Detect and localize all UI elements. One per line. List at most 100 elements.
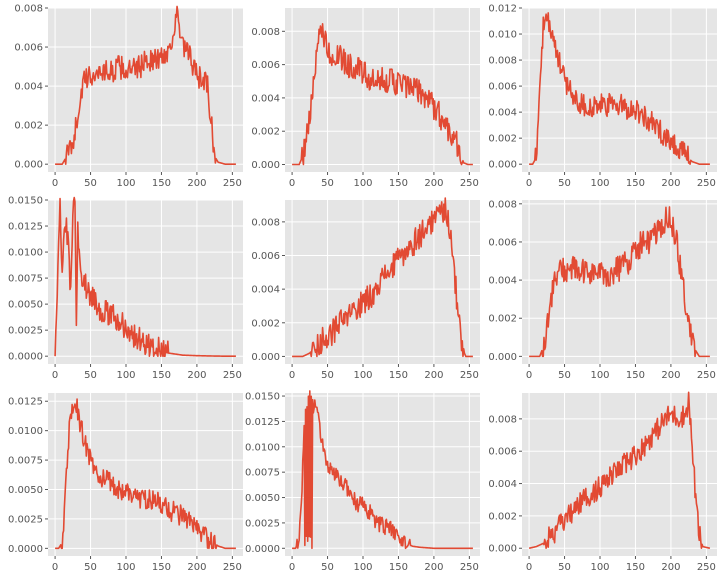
x-tick-label: 100 [590, 178, 609, 189]
x-tick-label: 200 [661, 370, 680, 381]
y-tick-label: 0.004 [488, 108, 517, 119]
y-tick-label: 0.0050 [8, 485, 43, 496]
y-tick-label: 0.0075 [8, 274, 43, 285]
y-tick-label: 0.0050 [245, 493, 280, 504]
x-tick-label: 50 [321, 370, 334, 381]
y-tick-label: 0.0125 [8, 397, 43, 408]
x-tick-label: 250 [460, 562, 479, 573]
x-tick-label: 0 [289, 370, 295, 381]
y-tick-label: 0.0125 [245, 417, 280, 428]
plot-background [285, 8, 480, 172]
y-tick-label: 0.008 [488, 56, 517, 67]
y-tick-label: 0.004 [488, 479, 517, 490]
series-line [55, 398, 236, 550]
y-tick-label: 0.0000 [8, 544, 43, 555]
x-tick-label: 0 [289, 562, 295, 573]
x-tick-label: 50 [558, 562, 571, 573]
y-tick-label: 0.0025 [8, 514, 43, 525]
x-tick-label: 200 [661, 178, 680, 189]
x-tick-label: 0 [289, 178, 295, 189]
series-line [528, 391, 711, 550]
y-tick-label: 0.006 [251, 60, 280, 71]
y-tick-label: 0.0075 [8, 456, 43, 467]
x-tick-label: 150 [152, 562, 171, 573]
x-tick-label: 100 [116, 370, 135, 381]
subplot-1: 0 50 100 150 200 250 0.000 0.002 0.004 0.006 0.008 [14, 4, 243, 189]
x-tick-label: 0 [526, 370, 532, 381]
x-tick-label: 50 [558, 178, 571, 189]
y-tick-label: 0.008 [251, 217, 280, 228]
y-tick-label: 0.0100 [8, 248, 43, 259]
y-tick-label: 0.000 [251, 160, 280, 171]
y-tick-label: 0.0125 [8, 222, 43, 233]
series-line [292, 197, 473, 358]
x-tick-label: 50 [84, 370, 97, 381]
series-line [529, 12, 710, 165]
y-tick-label: 0.0075 [245, 468, 280, 479]
y-tick-label: 0.006 [488, 447, 517, 458]
y-tick-label: 0.006 [251, 251, 280, 262]
y-tick-label: 0.006 [488, 82, 517, 93]
x-tick-label: 50 [84, 562, 97, 573]
x-tick-label: 200 [661, 562, 680, 573]
series-line [54, 196, 236, 357]
plot-background [285, 393, 480, 556]
x-tick-label: 250 [460, 370, 479, 381]
y-tick-label: 0.010 [488, 30, 517, 41]
subplot-5: 0 50 100 150 200 250 0.000 0.002 0.004 0.006 0.008 [251, 197, 480, 381]
x-tick-label: 250 [697, 370, 716, 381]
x-tick-label: 50 [321, 562, 334, 573]
x-tick-label: 50 [84, 178, 97, 189]
x-tick-label: 200 [424, 562, 443, 573]
y-tick-label: 0.002 [488, 134, 517, 145]
y-tick-label: 0.002 [251, 127, 280, 138]
y-tick-label: 0.004 [14, 82, 43, 93]
x-tick-label: 150 [389, 178, 408, 189]
y-tick-label: 0.0000 [8, 352, 43, 363]
subplot-4: 0 50 100 150 200 250 0.0000 0.0025 0.0050 0.0075 0… [8, 196, 243, 381]
x-tick-label: 250 [223, 562, 242, 573]
y-tick-label: 0.008 [488, 199, 517, 210]
x-tick-label: 50 [321, 178, 334, 189]
y-tick-label: 0.000 [251, 352, 280, 363]
subplot-3: 0 50 100 150 200 250 0.000 0.002 0.004 0.006 0.008… [488, 4, 717, 189]
y-tick-label: 0.006 [488, 237, 517, 248]
x-tick-label: 0 [52, 370, 58, 381]
y-tick-label: 0.004 [488, 276, 517, 287]
x-tick-label: 0 [52, 562, 58, 573]
y-tick-label: 0.000 [14, 160, 43, 171]
x-tick-label: 100 [590, 370, 609, 381]
series-line [55, 5, 236, 165]
series-line [292, 23, 473, 166]
y-tick-label: 0.0050 [8, 300, 43, 311]
y-tick-label: 0.002 [14, 121, 43, 132]
y-tick-label: 0.002 [251, 318, 280, 329]
x-tick-label: 0 [526, 562, 532, 573]
y-tick-label: 0.000 [488, 544, 517, 555]
y-tick-label: 0.0100 [245, 442, 280, 453]
y-tick-label: 0.008 [14, 4, 43, 15]
x-tick-label: 50 [558, 370, 571, 381]
y-tick-label: 0.008 [251, 27, 280, 38]
y-tick-label: 0.0025 [245, 518, 280, 529]
subplot-7: 0 50 100 150 200 250 0.0000 0.0025 0.0050 0.0075 0… [8, 393, 243, 573]
plot-background [48, 200, 243, 364]
subplot-9: 0 50 100 150 200 250 0.000 0.002 0.004 0.006 0.008 [488, 391, 717, 573]
x-tick-label: 100 [116, 178, 135, 189]
subplot-8: 0 50 100 150 200 250 0.0000 0.0025 0.0050 0.0075 0… [245, 390, 480, 573]
y-tick-label: 0.0150 [245, 392, 280, 403]
x-tick-label: 100 [353, 370, 372, 381]
y-tick-label: 0.006 [14, 43, 43, 54]
series-line [292, 390, 473, 550]
x-tick-label: 250 [223, 178, 242, 189]
x-tick-label: 100 [590, 562, 609, 573]
plot-background [285, 200, 480, 364]
plot-background [522, 200, 717, 364]
x-tick-label: 200 [187, 370, 206, 381]
x-tick-label: 250 [697, 562, 716, 573]
x-tick-label: 100 [116, 562, 135, 573]
x-tick-label: 100 [353, 562, 372, 573]
y-tick-label: 0.004 [251, 93, 280, 104]
series-line [529, 206, 710, 358]
x-tick-label: 150 [152, 370, 171, 381]
